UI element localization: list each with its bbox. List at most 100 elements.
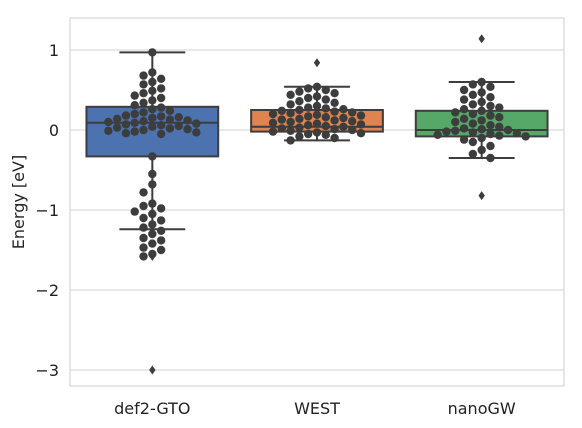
- data-point: [468, 80, 478, 89]
- data-point: [286, 136, 295, 145]
- data-point: [468, 128, 478, 137]
- data-point: [156, 236, 166, 245]
- data-point: [495, 113, 504, 122]
- data-point: [477, 97, 486, 107]
- data-point: [468, 100, 478, 109]
- data-point: [312, 110, 322, 120]
- data-point: [321, 113, 330, 122]
- data-point: [433, 130, 442, 139]
- data-point: [477, 125, 486, 134]
- data-point: [295, 87, 304, 96]
- data-point: [468, 90, 478, 100]
- data-point: [295, 132, 304, 141]
- data-point: [156, 74, 166, 84]
- data-point: [312, 92, 322, 101]
- data-point: [486, 93, 495, 102]
- data-point: [165, 124, 175, 133]
- data-point: [295, 105, 304, 115]
- data-point: [295, 123, 304, 132]
- data-point: [148, 77, 157, 87]
- data-point: [130, 207, 139, 216]
- y-tick-label: −3: [35, 361, 59, 380]
- data-point: [312, 119, 322, 128]
- data-point: [183, 125, 192, 134]
- data-point: [148, 48, 157, 57]
- data-point: [321, 121, 330, 131]
- data-point: [486, 129, 495, 139]
- data-point: [477, 106, 486, 116]
- data-point: [304, 84, 313, 93]
- data-point: [174, 113, 183, 122]
- data-point: [304, 121, 313, 130]
- data-point: [148, 199, 157, 208]
- data-point: [165, 115, 175, 124]
- data-point: [165, 106, 175, 116]
- data-point: [451, 126, 460, 135]
- data-point: [321, 130, 330, 139]
- data-point: [286, 117, 295, 127]
- data-point: [139, 213, 148, 223]
- data-point: [104, 126, 113, 135]
- data-point: [512, 129, 522, 138]
- data-point: [295, 114, 304, 124]
- data-point: [339, 122, 348, 131]
- data-point: [330, 133, 339, 143]
- data-point: [192, 119, 201, 128]
- data-point: [339, 105, 348, 114]
- data-point: [286, 109, 295, 118]
- data-point: [468, 109, 478, 119]
- data-point: [121, 129, 131, 138]
- data-point: [503, 125, 513, 135]
- data-point: [356, 120, 366, 129]
- data-point: [459, 95, 469, 104]
- y-tick-label: −1: [35, 201, 59, 220]
- data-point: [148, 122, 157, 131]
- data-point: [148, 220, 157, 229]
- data-point: [104, 117, 113, 127]
- data-point: [459, 114, 469, 124]
- data-point: [356, 129, 366, 138]
- data-point: [156, 121, 166, 130]
- data-point: [112, 123, 122, 132]
- data-point: [139, 201, 148, 211]
- data-point: [130, 127, 139, 136]
- data-point: [330, 89, 339, 98]
- data-point: [486, 121, 495, 130]
- data-point: [148, 113, 157, 123]
- y-tick-label: −2: [35, 281, 59, 300]
- outlier-marker: [478, 34, 485, 44]
- data-point: [312, 101, 322, 111]
- data-point: [459, 105, 469, 114]
- data-point: [486, 82, 495, 92]
- data-point: [321, 85, 330, 95]
- data-point: [312, 128, 322, 137]
- data-point: [130, 91, 139, 100]
- data-point: [304, 112, 313, 121]
- data-point: [277, 106, 286, 116]
- data-point: [139, 233, 148, 243]
- data-point: [468, 149, 478, 159]
- data-point: [304, 93, 313, 103]
- data-point: [468, 119, 478, 128]
- data-point: [486, 101, 495, 111]
- data-point: [174, 121, 183, 131]
- data-point: [348, 125, 357, 135]
- data-point: [148, 249, 157, 259]
- outlier-marker: [478, 191, 485, 201]
- data-point: [121, 120, 131, 129]
- data-point: [130, 101, 139, 110]
- data-point: [139, 89, 148, 98]
- data-point: [495, 103, 504, 112]
- data-point: [148, 105, 157, 114]
- data-point: [330, 116, 339, 125]
- data-point: [312, 82, 322, 92]
- data-point: [156, 226, 166, 235]
- data-point: [139, 117, 148, 126]
- data-point: [139, 252, 148, 261]
- data-point: [268, 127, 278, 136]
- data-point: [268, 109, 278, 119]
- data-point: [148, 209, 157, 219]
- data-point: [468, 137, 478, 147]
- data-point: [304, 103, 313, 112]
